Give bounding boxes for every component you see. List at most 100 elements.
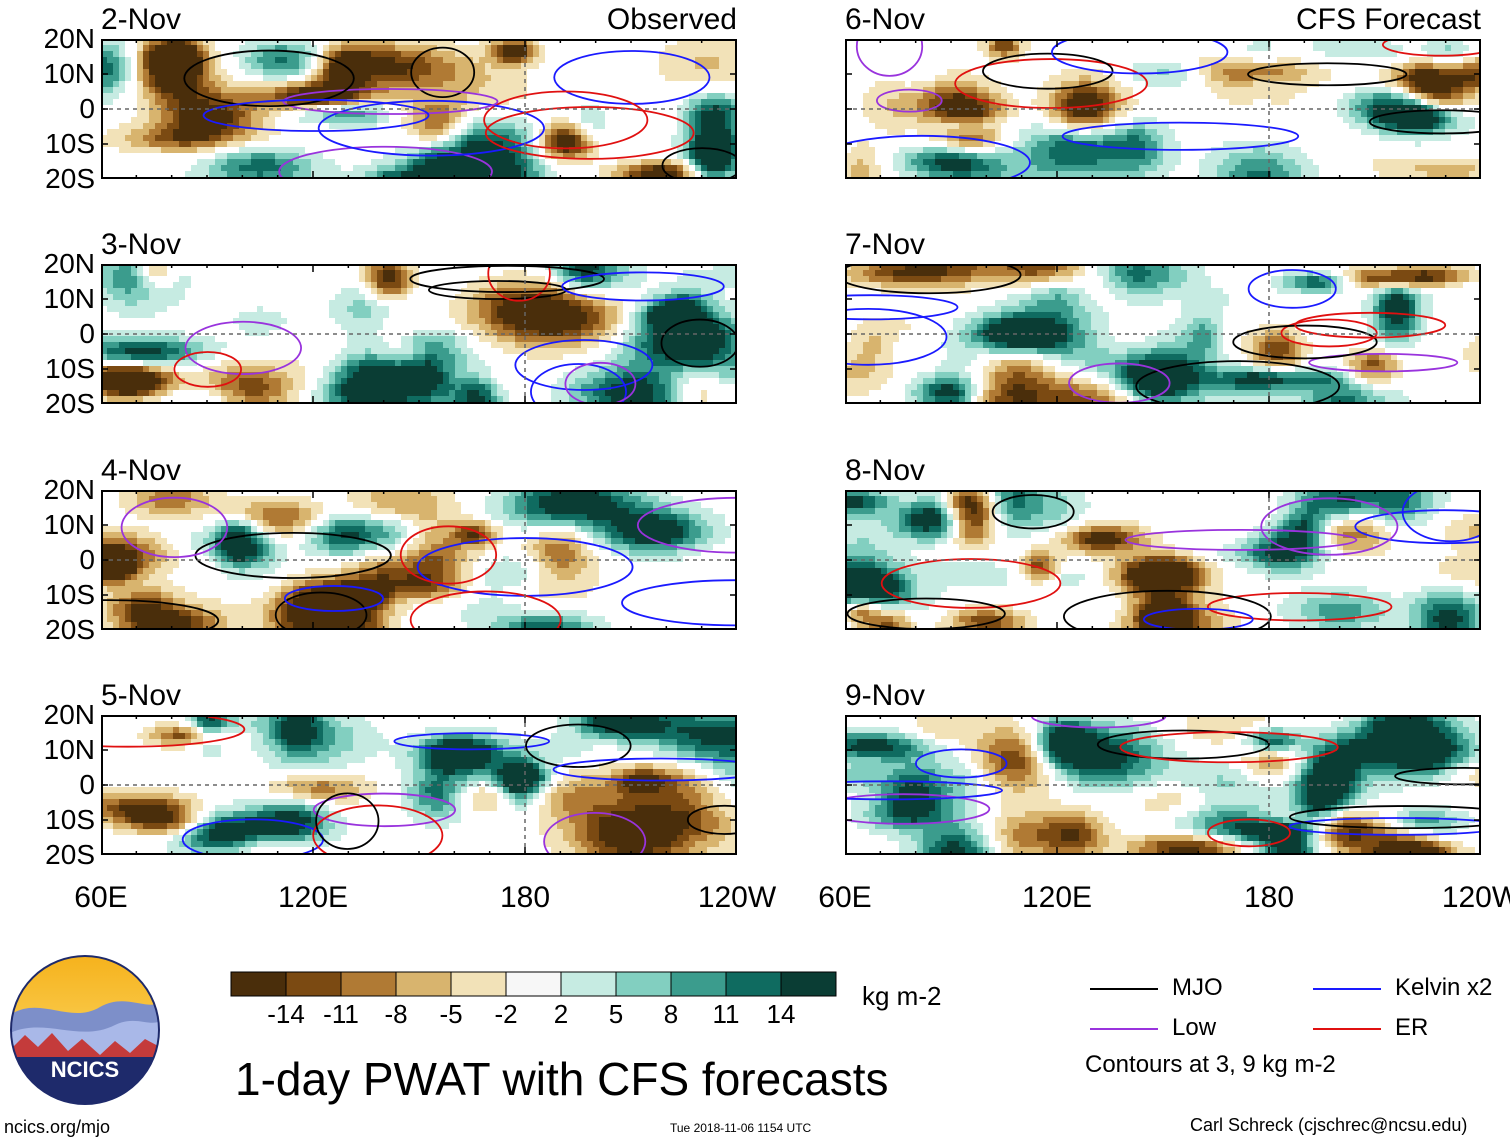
contour-low (184, 320, 302, 375)
contour-mjo (661, 147, 737, 179)
contour-mjo (1096, 729, 1270, 760)
contour-mjo (274, 591, 368, 630)
legend-label-mjo: MJO (1172, 974, 1223, 1001)
contour-kelvin-x2 (1051, 39, 1229, 75)
latitude-tick-label: 20N (43, 248, 95, 279)
contour-kelvin-x2 (845, 780, 1003, 801)
contour-er (484, 106, 695, 160)
legend-line-er (1313, 1028, 1381, 1030)
latitude-tick-label: 10S (45, 579, 95, 610)
colorbar-tick-label: 5 (608, 999, 624, 1029)
ncics-logo: NCICS (10, 955, 160, 1105)
latitude-tick-label: 10S (45, 128, 95, 159)
contour-er (409, 590, 562, 630)
contour-mjo (410, 46, 476, 99)
colorbar-swatch (450, 971, 507, 997)
contour-low (278, 145, 493, 179)
latitude-tick-label: 0 (79, 769, 95, 800)
colorbar-swatch (670, 971, 727, 997)
longitude-tick-label: 180 (1243, 881, 1295, 914)
contour-mjo (1368, 109, 1481, 135)
latitude-tick-label: 20S (45, 839, 95, 870)
contour-mjo (101, 599, 220, 630)
contour-low (1260, 497, 1399, 556)
contour-kelvin-x2 (1061, 121, 1300, 151)
map-panel-4-Nov (101, 490, 737, 630)
contour-mjo (1247, 62, 1408, 87)
longitude-tick-label: 60E (818, 881, 872, 914)
pwat-anomaly-field (845, 39, 1481, 179)
contour-kelvin-x2 (561, 271, 725, 302)
contour-low (876, 88, 943, 113)
latitude-tick-label: 20S (45, 388, 95, 419)
latitude-tick-label: 0 (79, 318, 95, 349)
contour-kelvin-x2 (393, 732, 551, 751)
contour-mjo (1289, 805, 1481, 830)
colorbar-tick-label: -11 (323, 999, 359, 1029)
contour-low (855, 39, 924, 77)
contour-kelvin-x2 (202, 98, 430, 132)
colorbar-swatch (340, 971, 397, 997)
contour-kelvin-x2 (845, 294, 959, 321)
colorbar-swatch (725, 971, 782, 997)
latitude-tick-label: 20S (45, 163, 95, 194)
legend-line-low (1090, 1028, 1158, 1030)
colorbar-swatch (560, 971, 617, 997)
map-panel-3-Nov (101, 264, 737, 404)
latitude-tick-label: 20N (43, 699, 95, 730)
contour-er (312, 804, 444, 855)
latitude-tick-label: 0 (79, 544, 95, 575)
contour-kelvin-x2 (845, 307, 948, 366)
contour-note: Contours at 3, 9 kg m-2 (1085, 1051, 1336, 1078)
colorbar-tick-label: -8 (384, 999, 408, 1029)
map-panel-8-Nov (845, 490, 1481, 630)
logo-text: NCICS (51, 1057, 119, 1082)
latitude-tick-label: 0 (79, 93, 95, 124)
contour-low (282, 88, 499, 115)
contour-mjo (525, 723, 632, 768)
latitude-tick-label: 10N (43, 509, 95, 540)
colorbar-swatch (230, 971, 287, 997)
panel-date-label: 4-Nov (101, 454, 182, 487)
longitude-tick-label: 60E (74, 881, 128, 914)
contour-kelvin-x2 (1354, 509, 1481, 545)
column-header: Observed (606, 3, 737, 36)
latitude-tick-label: 20S (45, 614, 95, 645)
colorbar-tick-label: -14 (267, 999, 305, 1029)
panel-date-label: 9-Nov (845, 679, 926, 712)
contour-er (1207, 818, 1291, 848)
longitude-tick-label: 120E (277, 881, 349, 914)
legend-line-kelvin-x2 (1313, 988, 1381, 990)
contour-kelvin-x2 (514, 339, 654, 391)
colorbar-swatch (285, 971, 342, 997)
colorbar-tick-label: 2 (553, 999, 569, 1029)
longitude-tick-label: 120E (1021, 881, 1093, 914)
column-header: CFS Forecast (1295, 3, 1481, 36)
pwat-anomaly-field (845, 264, 1481, 404)
contour-kelvin-x2 (1247, 269, 1337, 309)
panel-date-label: 7-Nov (845, 228, 926, 261)
contour-er (1381, 39, 1481, 57)
contour-low (1124, 529, 1358, 551)
colorbar-swatch (395, 971, 452, 997)
contour-er (1280, 318, 1378, 348)
map-panel-5-Nov (101, 715, 737, 855)
contour-mjo (315, 792, 380, 850)
contour-er (101, 715, 246, 748)
figure-title: 1-day PWAT with CFS forecasts (235, 1053, 889, 1105)
colorbar-swatch (780, 971, 837, 997)
legend-line-mjo (1090, 988, 1158, 990)
contour-kelvin-x2 (552, 757, 737, 782)
footer-timestamp: Tue 2018-11-06 1154 UTC (670, 1121, 812, 1135)
latitude-tick-label: 10N (43, 58, 95, 89)
colorbar (230, 971, 837, 997)
colorbar-tick-label: -2 (494, 999, 518, 1029)
colorbar-tick-label: 8 (663, 999, 679, 1029)
legend-label-er: ER (1395, 1014, 1429, 1041)
map-panel-9-Nov (845, 715, 1481, 855)
map-panel-7-Nov (845, 264, 1481, 404)
contour-mjo (686, 804, 737, 835)
panel-date-label: 6-Nov (845, 3, 926, 36)
latitude-tick-label: 10N (43, 283, 95, 314)
colorbar-tick-label: 14 (766, 999, 796, 1029)
